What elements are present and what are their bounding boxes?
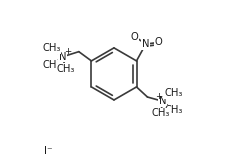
Text: I⁻: I⁻ <box>44 146 53 156</box>
Text: N: N <box>59 52 67 62</box>
Text: +: + <box>155 92 162 101</box>
Text: O: O <box>131 32 139 41</box>
Text: O: O <box>154 37 162 47</box>
Text: N: N <box>159 96 166 106</box>
Text: +: + <box>64 48 71 56</box>
Text: CH₃: CH₃ <box>164 88 183 98</box>
Text: CH₃: CH₃ <box>164 106 183 115</box>
Text: CH₃: CH₃ <box>56 64 74 74</box>
Text: CH₃: CH₃ <box>152 108 170 118</box>
Text: N: N <box>142 39 149 49</box>
Text: CH₃: CH₃ <box>42 43 61 53</box>
Text: CH₃: CH₃ <box>42 60 61 70</box>
